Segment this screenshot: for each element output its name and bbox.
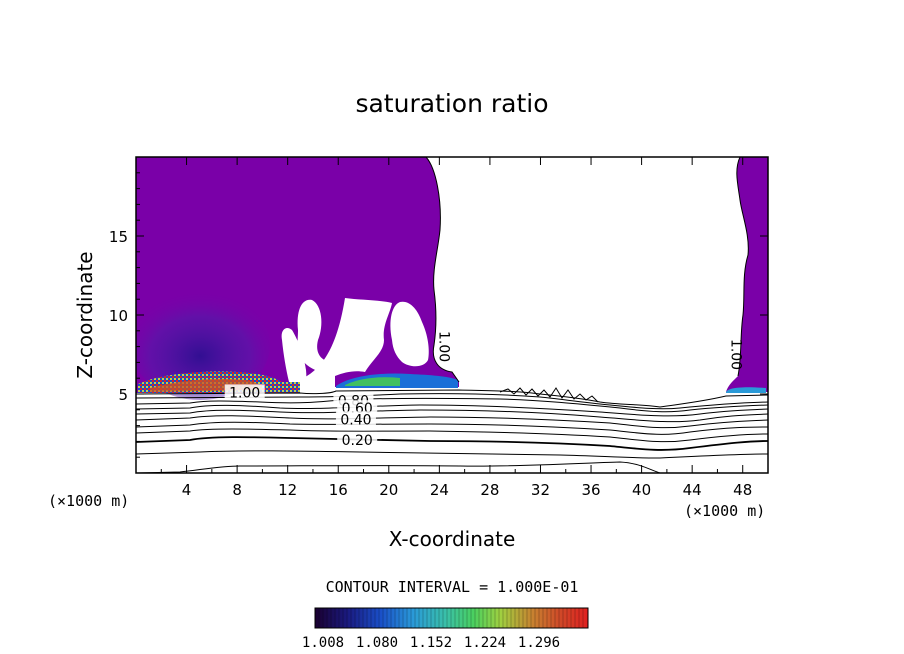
contour-line-000 xyxy=(136,461,768,473)
colored-band-mid-core xyxy=(345,377,400,386)
x-unit-label-left: (×1000 m) xyxy=(48,492,129,510)
contour-line-100 xyxy=(136,389,768,408)
x-tick-label: 16 xyxy=(329,481,348,499)
contour-line-010 xyxy=(136,450,768,459)
contour-label: 1.00 xyxy=(229,385,260,401)
contour-interval-text: CONTOUR INTERVAL = 1.000E-01 xyxy=(326,578,579,596)
contour-label: 0.40 xyxy=(340,412,371,428)
colorbar-tick-labels: 1.008 1.080 1.152 1.224 1.296 xyxy=(302,635,560,651)
contour-line-050 xyxy=(136,415,768,429)
x-tick-label: 12 xyxy=(278,481,297,499)
x-axis-title: X-coordinate xyxy=(389,527,516,551)
contour-line-020 xyxy=(136,436,768,451)
x-tick-label: 20 xyxy=(379,481,398,499)
colored-band-right xyxy=(726,387,766,393)
contour-line-030 xyxy=(136,428,768,443)
x-tick-label: 8 xyxy=(232,481,242,499)
contour-label: 0.20 xyxy=(342,433,373,449)
rough-contour-segment xyxy=(499,387,599,403)
x-tick-label: 4 xyxy=(182,481,192,499)
y-tick-label: 10 xyxy=(109,307,128,325)
chart-title: saturation ratio xyxy=(355,89,548,118)
colorbar xyxy=(314,607,589,629)
contour-line-060 xyxy=(136,409,768,423)
x-unit-label-right: (×1000 m) xyxy=(684,502,765,520)
colorbar-tick-label: 1.296 xyxy=(518,635,560,651)
y-axis-ticks: 5 10 15 xyxy=(109,172,768,458)
boundary-contour-right xyxy=(736,157,749,377)
contour-line-080 xyxy=(136,397,768,413)
contour-label-bg xyxy=(335,411,376,427)
x-tick-label: 32 xyxy=(531,481,550,499)
y-tick-label: 15 xyxy=(109,228,128,246)
x-tick-label: 44 xyxy=(683,481,702,499)
colorbar-tick-label: 1.080 xyxy=(356,635,398,651)
x-tick-label: 40 xyxy=(632,481,651,499)
boundary-contours xyxy=(425,157,749,383)
contour-label-bg xyxy=(337,431,378,447)
y-axis-title: Z-coordinate xyxy=(73,251,97,378)
contour-label-bg xyxy=(224,384,265,400)
x-tick-label: 28 xyxy=(480,481,499,499)
contour-line-070 xyxy=(136,404,768,417)
boundary-contour-left xyxy=(425,157,460,383)
contour-label: 1.00 xyxy=(435,331,451,362)
plot-area xyxy=(136,157,768,473)
colorbar-tick-label: 1.152 xyxy=(410,635,452,651)
colorbar-tick-label: 1.008 xyxy=(302,635,344,651)
colorbar-tick-label: 1.224 xyxy=(464,635,506,651)
subsaturated-hole-3 xyxy=(281,328,307,393)
contour-label: 1.00 xyxy=(727,339,743,370)
x-tick-label: 24 xyxy=(430,481,449,499)
x-tick-label: 48 xyxy=(733,481,752,499)
supersaturated-region-right xyxy=(726,157,768,392)
subsaturated-hole-1 xyxy=(297,299,333,373)
contour-lines xyxy=(136,389,768,473)
x-axis-ticks: 4 8 12 16 20 24 28 32 36 40 44 48 xyxy=(160,157,752,499)
contour-labels: 1.000.800.600.400.201.001.00 xyxy=(224,331,743,449)
contour-line-040 xyxy=(136,421,768,435)
colorbar-stripes xyxy=(314,608,584,628)
x-tick-label: 36 xyxy=(581,481,600,499)
subsaturated-hole-2 xyxy=(390,301,429,367)
y-tick-label: 5 xyxy=(118,386,128,404)
